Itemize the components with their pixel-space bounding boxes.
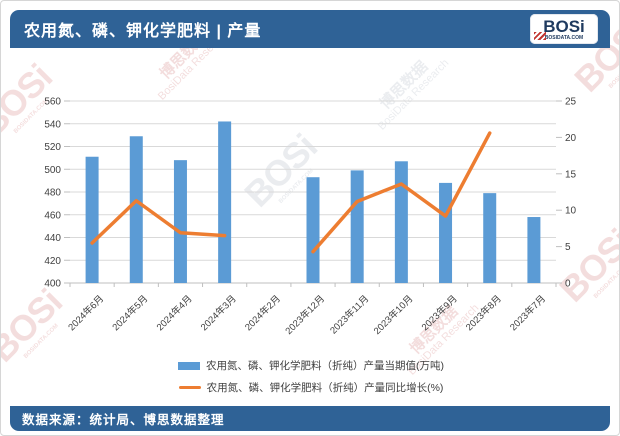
logo-stripes-icon [534, 32, 546, 40]
svg-text:0: 0 [565, 279, 571, 290]
svg-text:2024年3月: 2024年3月 [198, 293, 239, 334]
svg-text:10: 10 [565, 206, 577, 217]
page-title: 农用氮、磷、钾化学肥料 | 产量 [24, 23, 262, 40]
svg-text:2023年7月: 2023年7月 [507, 293, 548, 334]
svg-text:15: 15 [565, 169, 577, 180]
svg-text:2024年6月: 2024年6月 [66, 293, 107, 334]
svg-text:2023年11月: 2023年11月 [327, 293, 371, 337]
svg-text:440: 440 [44, 233, 61, 244]
svg-text:25: 25 [565, 97, 577, 108]
svg-text:2023年10月: 2023年10月 [371, 293, 415, 337]
chart-area: 400 420 440 460 480 500 520 540 560 0 5 10 15 20 25 202… [1, 47, 619, 357]
legend-item-line: 农用氮、磷、钾化学肥料（折纯）产量同比增长(%) [178, 380, 444, 395]
legend: 农用氮、磷、钾化学肥料（折纯）产量当期值(万吨) 农用氮、磷、钾化学肥料（折纯）… [1, 358, 619, 395]
svg-text:2024年5月: 2024年5月 [110, 293, 151, 334]
svg-text:420: 420 [44, 256, 61, 267]
logo-brand-text: BOSi [543, 16, 585, 36]
data-source-label: 数据来源：统计局、博思数据整理 [22, 413, 225, 427]
svg-text:500: 500 [44, 165, 61, 176]
svg-text:2023年12月: 2023年12月 [283, 293, 327, 337]
legend-label-line: 农用氮、磷、钾化学肥料（折纯）产量同比增长(%) [206, 382, 444, 394]
header-bar: 农用氮、磷、钾化学肥料 | 产量 BOSi BOSIDATA.COM [10, 10, 610, 48]
svg-text:520: 520 [44, 142, 61, 153]
svg-text:2023年9月: 2023年9月 [419, 293, 460, 334]
svg-text:5: 5 [565, 242, 571, 253]
svg-text:540: 540 [44, 119, 61, 130]
svg-text:2024年4月: 2024年4月 [154, 293, 195, 334]
svg-text:460: 460 [44, 210, 61, 221]
logo-domain-text: BOSIDATA.COM [544, 34, 584, 41]
bosi-logo: BOSi BOSIDATA.COM [530, 14, 598, 44]
legend-item-bar: 农用氮、磷、钾化学肥料（折纯）产量当期值(万吨) [178, 358, 444, 373]
svg-text:400: 400 [44, 279, 61, 290]
combo-chart: 400 420 440 460 480 500 520 540 560 0 5 10 15 20 25 202… [44, 97, 577, 337]
footer-bar: 数据来源：统计局、博思数据整理 [10, 406, 610, 431]
svg-text:2024年2月: 2024年2月 [242, 293, 283, 334]
svg-text:20: 20 [565, 133, 577, 144]
legend-label-bar: 农用氮、磷、钾化学肥料（折纯）产量当期值(万吨) [206, 360, 444, 372]
svg-text:560: 560 [44, 97, 61, 108]
bar-swatch-icon [178, 361, 200, 370]
svg-text:480: 480 [44, 188, 61, 199]
line-swatch-icon [178, 385, 201, 390]
svg-text:2023年8月: 2023年8月 [463, 293, 504, 334]
